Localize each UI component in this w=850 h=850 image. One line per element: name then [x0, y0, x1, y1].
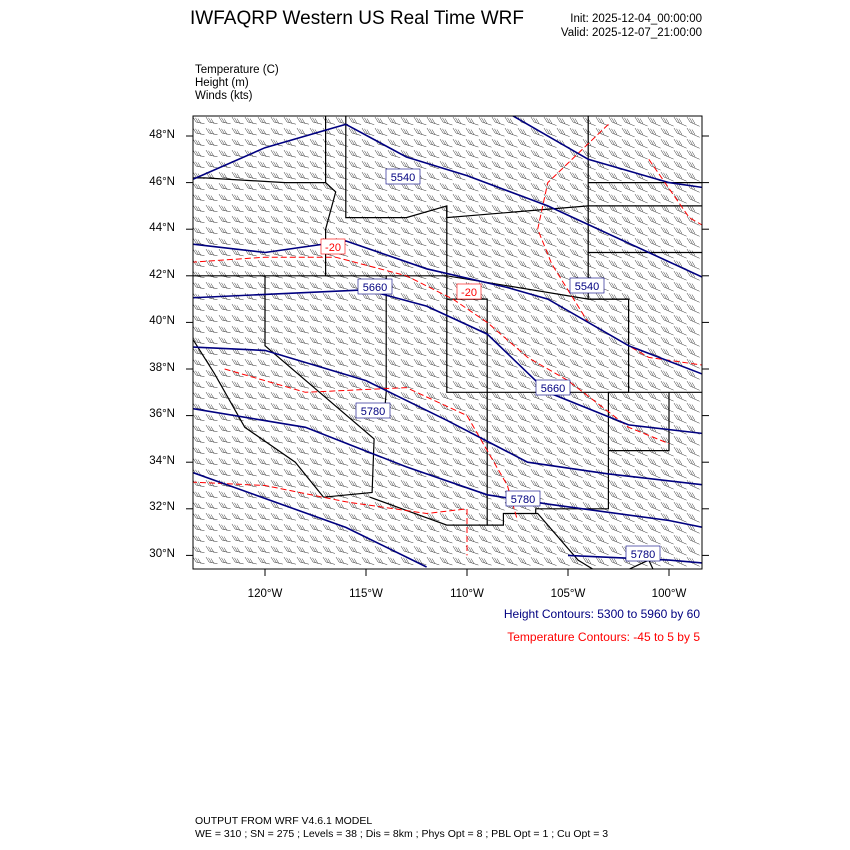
state-border — [487, 512, 654, 569]
lon-label: 100°W — [651, 588, 687, 600]
lat-label: 42°N — [149, 269, 175, 281]
height-contour-label: 5660 — [541, 383, 565, 395]
height-contour — [193, 471, 427, 568]
temperature-contour-label: -20 — [461, 287, 477, 299]
init-time: Init: 2025-12-04_00:00:00 — [570, 13, 702, 25]
height-contour — [193, 407, 702, 528]
state-border — [264, 275, 375, 498]
temperature-contour — [193, 481, 468, 556]
height-label-box — [357, 278, 393, 295]
field-winds: Winds (kts) — [195, 90, 253, 102]
temperature-label-box — [320, 238, 346, 255]
state-border — [608, 392, 670, 452]
height-label-box — [569, 277, 605, 294]
height-contour-label: 5780 — [631, 549, 655, 561]
plot-title: IWFAQRP Western US Real Time WRF — [190, 8, 524, 29]
state-border — [174, 178, 184, 276]
height-contour — [511, 116, 702, 189]
height-contour-label: 5780 — [511, 494, 535, 506]
height-label-box — [535, 379, 571, 396]
temperature-contour — [648, 159, 702, 226]
temperature-contour-label: -20 — [325, 242, 341, 254]
temperature-label-box — [456, 283, 482, 300]
lat-label: 32°N — [149, 501, 175, 513]
height-contour-legend: Height Contours: 5300 to 5960 by 60 — [503, 607, 700, 621]
height-label-box — [355, 402, 391, 419]
height-label-box — [385, 168, 421, 185]
map-frame — [192, 115, 703, 570]
height-contour — [567, 554, 702, 564]
state-border — [345, 116, 589, 219]
field-height: Height (m) — [195, 77, 249, 89]
height-contour-label: 5780 — [361, 406, 385, 418]
height-contour — [193, 346, 702, 486]
lat-label: 46°N — [149, 176, 175, 188]
height-contour-label: 5660 — [363, 282, 387, 294]
height-contours — [193, 116, 702, 568]
height-label-box — [625, 545, 661, 562]
footer-model: OUTPUT FROM WRF V4.6.1 MODEL — [195, 815, 373, 827]
lat-label: 34°N — [149, 455, 175, 467]
wind-barbs — [193, 116, 700, 567]
axis-ticks — [186, 135, 709, 576]
lon-label: 120°W — [247, 588, 283, 600]
lon-label: 110°W — [450, 588, 484, 600]
state-border — [193, 338, 325, 498]
lat-label: 40°N — [149, 315, 175, 327]
lon-label: 105°W — [550, 588, 586, 600]
height-contour — [193, 240, 702, 375]
state-border — [383, 275, 387, 416]
lat-label: 44°N — [149, 222, 175, 234]
height-contour-label: 5540 — [391, 172, 415, 184]
height-label-box — [505, 490, 541, 507]
height-contour — [193, 288, 702, 435]
temperature-contour — [537, 123, 702, 366]
lat-label: 38°N — [149, 362, 175, 374]
valid-time: Valid: 2025-12-07_21:00:00 — [560, 27, 702, 39]
footer-config: WE = 310 ; SN = 275 ; Levels = 38 ; Dis … — [195, 828, 609, 840]
lat-label: 30°N — [149, 548, 175, 560]
temperature-contour-legend: Temperature Contours: -45 to 5 by 5 — [507, 630, 700, 644]
height-contour — [193, 123, 702, 278]
field-temperature: Temperature (C) — [195, 64, 279, 76]
lat-label: 48°N — [149, 129, 175, 141]
height-contour-label: 5540 — [575, 281, 599, 293]
lon-label: 115°W — [349, 588, 383, 600]
wind-barb — [193, 116, 700, 567]
lat-label: 36°N — [149, 408, 175, 420]
state-borders — [174, 116, 702, 569]
temperature-contour — [193, 256, 670, 445]
